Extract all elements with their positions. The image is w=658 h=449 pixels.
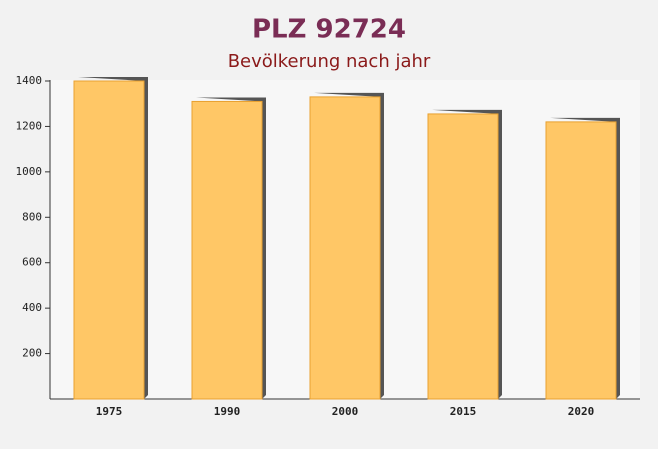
x-tick-label: 1990 xyxy=(214,405,241,418)
chart-subtitle: Bevölkerung nach jahr xyxy=(228,51,431,72)
y-tick-label: 1000 xyxy=(16,165,43,178)
y-tick-label: 1200 xyxy=(16,119,43,132)
x-tick-label: 2020 xyxy=(568,405,595,418)
y-tick-label: 1400 xyxy=(16,74,43,87)
bar xyxy=(191,100,263,400)
y-tick-label: 600 xyxy=(22,256,42,269)
bar xyxy=(545,121,617,400)
y-tick-label: 400 xyxy=(22,301,42,314)
chart-title: PLZ 92724 xyxy=(252,15,406,45)
y-tick-label: 200 xyxy=(22,347,42,360)
x-tick-label: 1975 xyxy=(96,405,123,418)
y-tick-label: 800 xyxy=(22,210,42,223)
bar xyxy=(427,113,499,400)
bar xyxy=(73,80,145,400)
x-tick-label: 2000 xyxy=(332,405,359,418)
x-tick-label: 2015 xyxy=(450,405,477,418)
bar xyxy=(309,96,381,400)
